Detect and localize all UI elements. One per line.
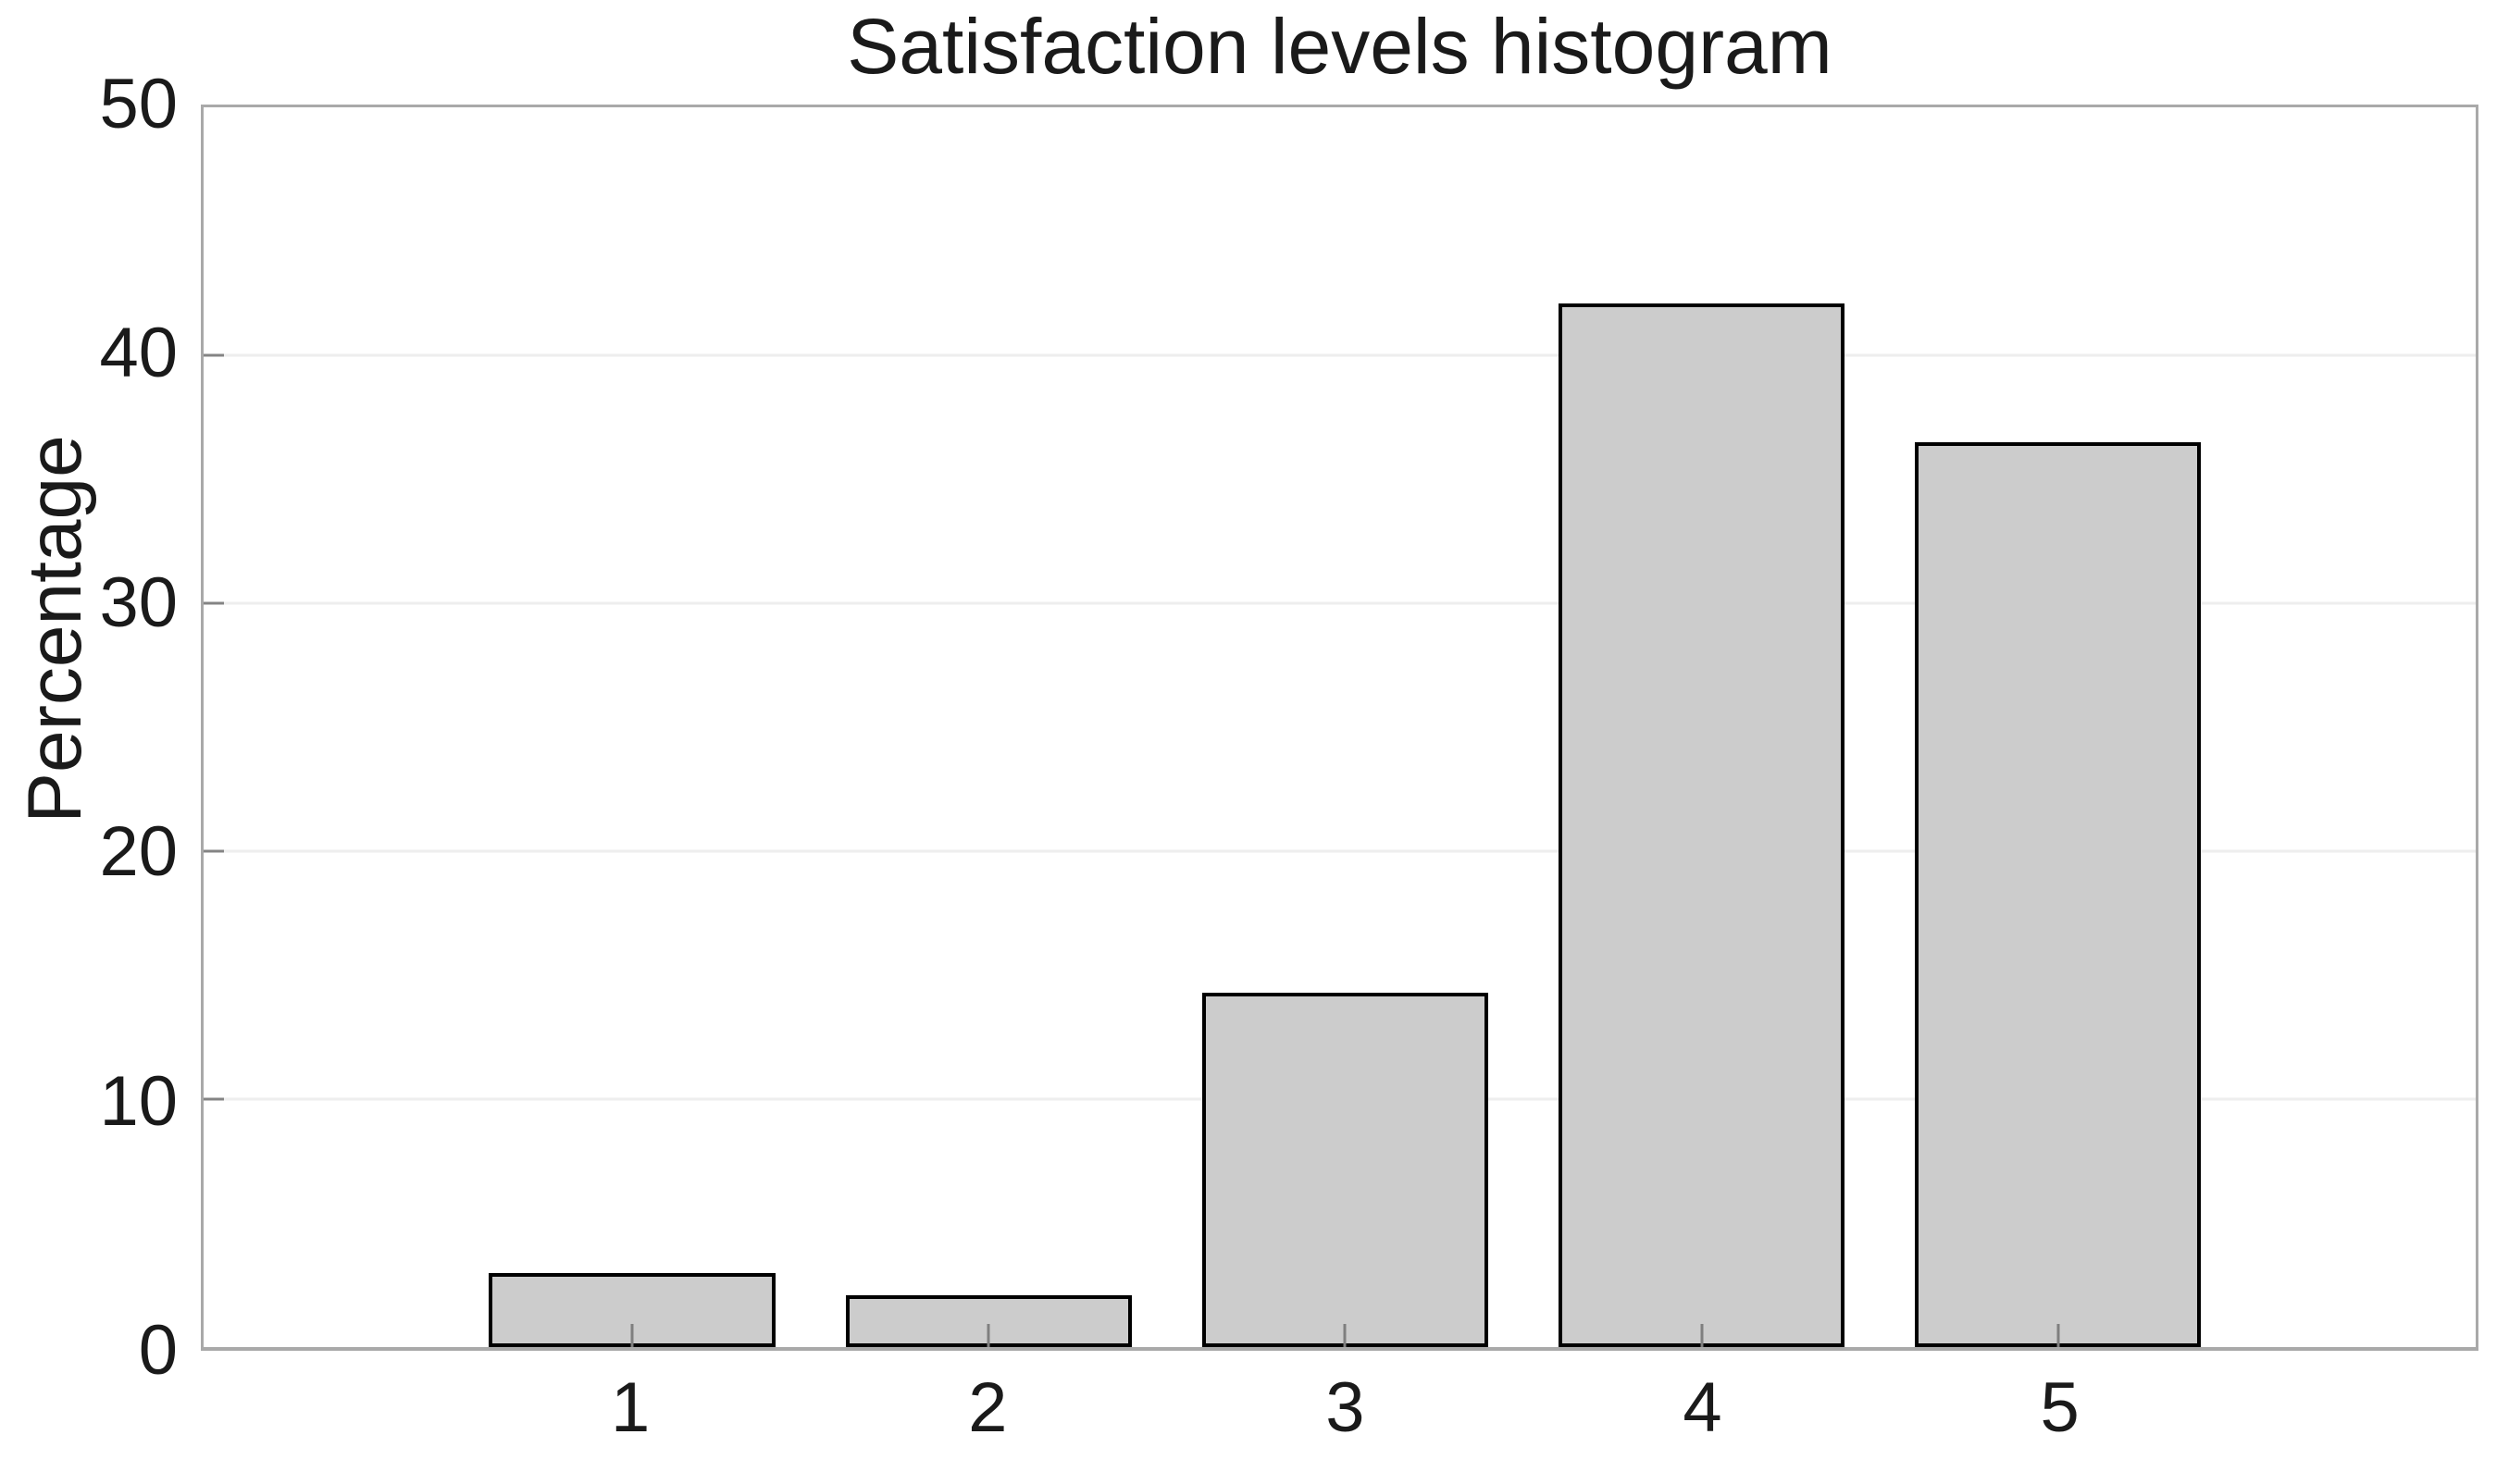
bar-category-4 (1558, 303, 1845, 1347)
y-tick-mark-30 (204, 601, 224, 605)
plot-area (201, 105, 2478, 1351)
y-tick-label-40: 40 (99, 314, 178, 393)
bar-category-3 (1201, 992, 1489, 1347)
y-tick-mark-20 (204, 849, 224, 853)
chart-title: Satisfaction levels histogram (847, 3, 1832, 90)
x-tick-mark-2 (987, 1324, 990, 1347)
y-tick-label-10: 10 (99, 1061, 178, 1141)
y-tick-label-30: 30 (99, 563, 178, 642)
y-tick-mark-10 (204, 1097, 224, 1101)
x-tick-label-4: 4 (1683, 1368, 1722, 1447)
x-tick-label-3: 3 (1325, 1368, 1365, 1447)
y-tick-labels: 0 10 20 30 40 50 (0, 69, 178, 1386)
x-tick-label-5: 5 (2040, 1368, 2080, 1447)
y-tick-mark-40 (204, 353, 224, 357)
x-tick-label-2: 2 (968, 1368, 1008, 1447)
gridline-30 (204, 601, 2476, 605)
x-tick-mark-3 (1343, 1324, 1347, 1347)
gridline-20 (204, 849, 2476, 853)
y-tick-label-50: 50 (99, 65, 178, 143)
x-tick-mark-5 (2056, 1324, 2060, 1347)
bar-category-5 (1915, 441, 2202, 1347)
bar-category-1 (489, 1272, 776, 1347)
y-tick-label-0: 0 (138, 1311, 178, 1390)
x-tick-mark-4 (1700, 1324, 1704, 1347)
x-tick-label-1: 1 (611, 1368, 651, 1447)
gridline-40 (204, 353, 2476, 357)
x-tick-mark-1 (630, 1324, 634, 1347)
y-tick-label-20: 20 (99, 812, 178, 892)
